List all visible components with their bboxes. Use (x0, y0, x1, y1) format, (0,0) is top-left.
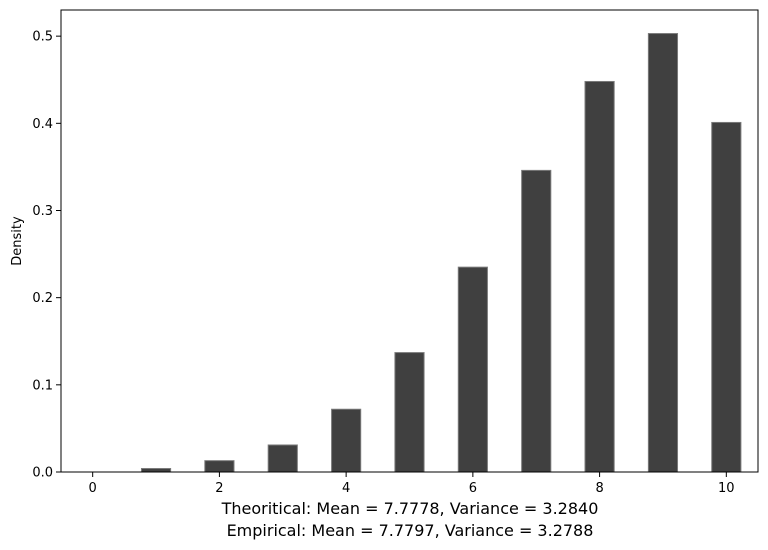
x-tick-label: 4 (342, 481, 350, 496)
y-tick-label: 0.0 (32, 466, 53, 481)
bar-3 (267, 444, 298, 473)
bar-9 (647, 33, 679, 473)
y-tick-label: 0.1 (32, 378, 53, 393)
bar-6 (457, 266, 488, 473)
caption-theoretical: Theoritical: Mean = 7.7778, Variance = 3… (221, 499, 599, 518)
y-tick-label: 0.3 (32, 204, 53, 219)
x-tick-label: 10 (718, 481, 735, 496)
bar-2 (204, 460, 235, 473)
bar-5 (394, 352, 425, 473)
x-tick-label: 8 (595, 481, 603, 496)
bar-7 (521, 169, 552, 473)
bar-10 (711, 121, 742, 473)
x-tick-label: 6 (469, 481, 477, 496)
x-tick-label: 2 (215, 481, 223, 496)
y-axis-label: Density (10, 216, 25, 266)
plot-frame (60, 9, 759, 473)
bar-4 (331, 408, 362, 473)
y-tick-label: 0.2 (32, 291, 53, 306)
x-tick-label: 0 (89, 481, 97, 496)
bars-layer (140, 33, 742, 473)
bar-8 (584, 80, 615, 473)
x-axis: 0 2 4 6 8 10 (89, 472, 735, 496)
y-axis: 0.0 0.1 0.2 0.3 0.4 0.5 (32, 30, 61, 481)
bar-1 (140, 468, 172, 473)
caption-empirical: Empirical: Mean = 7.7797, Variance = 3.2… (227, 521, 594, 540)
y-tick-label: 0.5 (32, 30, 53, 45)
y-tick-label: 0.4 (32, 117, 53, 132)
